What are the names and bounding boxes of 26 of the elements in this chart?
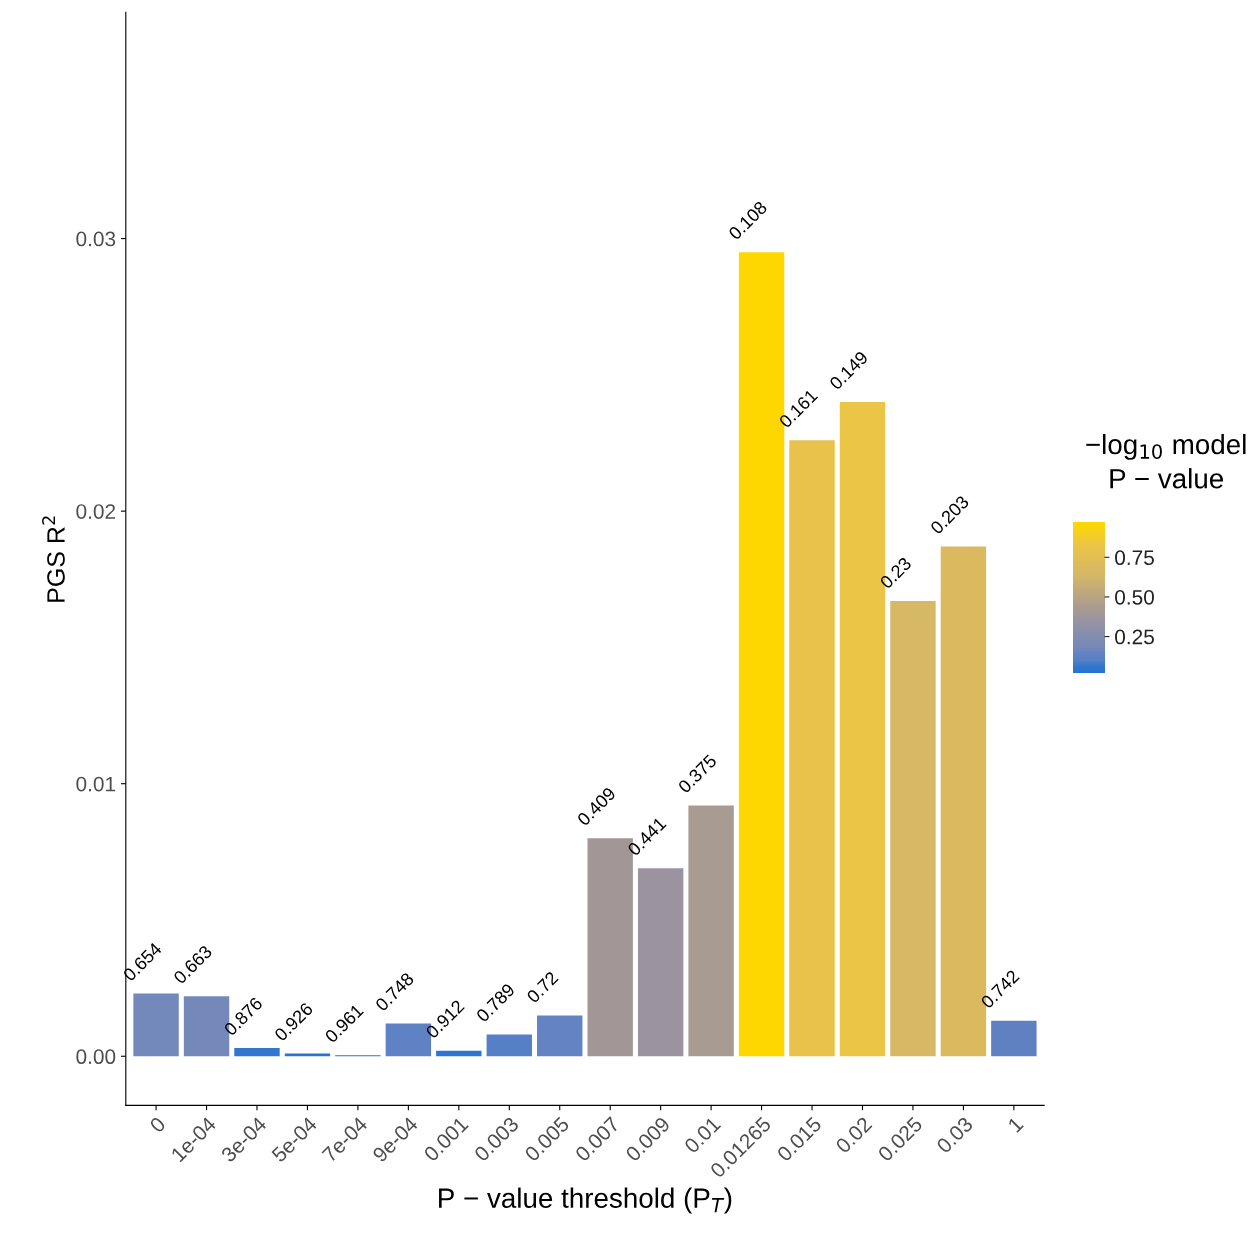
bar	[890, 601, 936, 1057]
x-tick-label: 0	[148, 1116, 167, 1134]
color-bar-title: −log$_{10}$ model P − value	[1086, 433, 1246, 489]
x-tick-label: 0.03	[935, 1116, 974, 1154]
y-tick-label: 0.02	[76, 504, 116, 519]
x-tick-label: 1	[1007, 1116, 1024, 1133]
annotation: 0.23	[879, 556, 913, 590]
x-tick-label: 0.02	[834, 1116, 873, 1154]
bar	[789, 440, 835, 1057]
y-axis-title: PGS R$^{2}$	[42, 516, 65, 602]
bar	[486, 1034, 532, 1057]
y-tick-label: 0.00	[76, 1049, 116, 1065]
bar	[436, 1050, 482, 1057]
y-tick-label: 0.01	[76, 776, 116, 792]
color-bar-label: 0.50	[1115, 589, 1154, 605]
y-tick-label: 0.03	[76, 231, 116, 247]
color-bar-label: 0.75	[1115, 550, 1154, 566]
annotation: 0.72	[525, 970, 559, 1004]
bar	[991, 1020, 1037, 1057]
bar	[537, 1015, 583, 1057]
color-bar-label: 0.25	[1115, 629, 1154, 645]
x-axis-title: P − value threshold (P$_{T}$)	[439, 1187, 732, 1214]
bar	[637, 868, 684, 1057]
bar	[234, 1048, 280, 1057]
bar	[133, 993, 179, 1057]
bar	[688, 805, 734, 1057]
